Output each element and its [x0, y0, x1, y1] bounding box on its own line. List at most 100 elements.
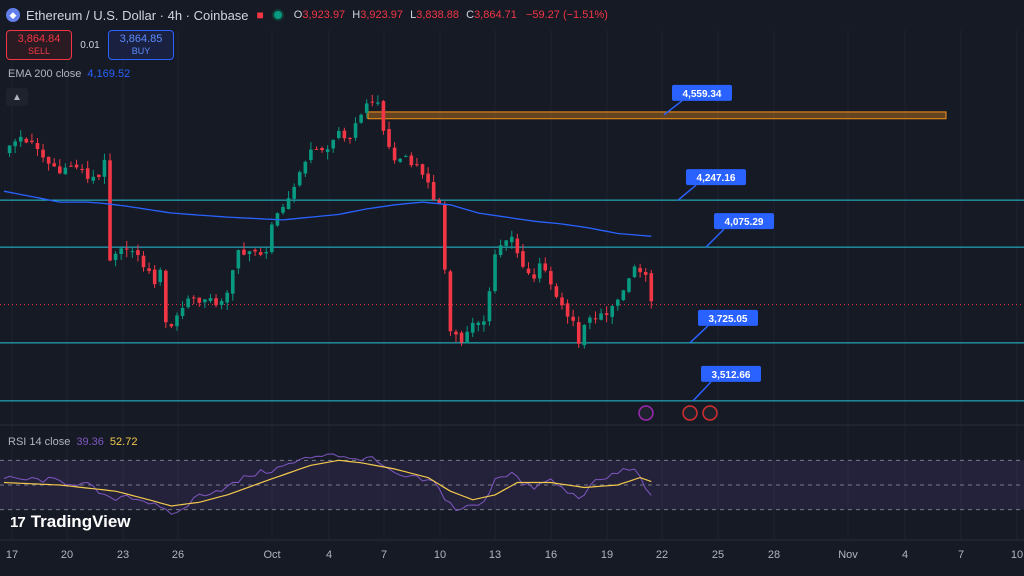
candle-body: [565, 303, 570, 317]
dividend-icon[interactable]: [638, 405, 654, 421]
candle-body: [7, 145, 12, 153]
level-pointer: [692, 381, 712, 402]
rsi-legend[interactable]: RSI 14 close 39.36 52.72: [8, 436, 137, 448]
candle-body: [303, 161, 308, 174]
trade-panel: 3,864.84 SELL 0.01 3,864.85 BUY: [6, 30, 174, 60]
symbol-title[interactable]: Ethereum / U.S. Dollar · 4h · Coinbase: [26, 7, 249, 23]
candle-body: [180, 307, 185, 316]
candle-body: [331, 139, 336, 149]
candle-body: [297, 172, 302, 186]
rsi-ma-line: [3, 459, 652, 507]
candle-body: [225, 292, 229, 303]
x-axis-tick-label: 7: [958, 549, 964, 561]
candle-body: [526, 268, 531, 274]
candle-body: [465, 331, 469, 343]
candle-body: [576, 322, 581, 344]
candle-body: [392, 147, 397, 161]
candle-body: [102, 159, 107, 177]
collapse-legend-icon[interactable]: ▲: [6, 88, 28, 106]
sell-label: SELL: [27, 46, 51, 56]
candle-body: [426, 173, 430, 183]
rsi-ma-legend-value: 52.72: [109, 436, 138, 448]
rsi-legend-label: RSI 14 close: [8, 436, 71, 448]
candle-body: [415, 164, 419, 166]
buy-price: 3,864.85: [119, 33, 163, 45]
open-value: 3,923.97: [302, 9, 346, 21]
alert-icon[interactable]: ■: [256, 8, 264, 22]
candle-body: [448, 271, 453, 332]
x-axis-tick-label: 25: [712, 549, 724, 561]
candle-body: [18, 136, 23, 142]
x-axis-tick-label: 17: [6, 549, 18, 561]
candle-body: [493, 254, 497, 292]
candle-body: [136, 250, 140, 256]
candle-body: [85, 168, 90, 179]
ema200-line: [3, 190, 652, 237]
candle-body: [604, 313, 609, 315]
candle-body: [482, 321, 486, 325]
candle-body: [58, 166, 62, 174]
sell-button[interactable]: 3,864.84 SELL: [6, 30, 72, 60]
candle-body: [409, 155, 414, 166]
candle-body: [124, 248, 129, 250]
level-pointer: [705, 228, 725, 248]
candle-body: [593, 318, 598, 320]
candle-body: [41, 149, 45, 158]
candle-body: [337, 130, 341, 138]
x-axis-tick-label: Oct: [263, 549, 280, 561]
x-axis-tick-label: Nov: [838, 549, 858, 561]
candle-body: [532, 274, 536, 279]
candle-body: [599, 313, 603, 320]
candle-body: [649, 273, 654, 302]
candle-body: [437, 200, 442, 204]
candle-body: [242, 249, 246, 255]
x-axis-tick-label: 28: [768, 549, 780, 561]
us-flag-icon[interactable]: [702, 405, 718, 421]
candle-body: [164, 270, 168, 323]
x-axis-tick-label: 20: [61, 549, 73, 561]
sell-price: 3,864.84: [17, 33, 61, 45]
high-value: 3,923.97: [360, 9, 404, 21]
candle-body: [24, 138, 29, 143]
candle-body: [621, 290, 626, 301]
tradingview-logo[interactable]: 17 TradingView: [10, 512, 131, 532]
candle-body: [63, 167, 68, 175]
candle-body: [35, 142, 40, 150]
buy-button[interactable]: 3,864.85 BUY: [108, 30, 174, 60]
resistance-zone: [367, 111, 947, 120]
candle-body: [253, 249, 257, 252]
candle-body: [403, 155, 408, 157]
candle-body: [549, 271, 553, 285]
level-label: 3,725.05: [709, 314, 748, 325]
candle-body: [348, 138, 352, 140]
candle-body: [158, 269, 163, 283]
tradingview-logo-icon: 17: [10, 513, 26, 531]
market-status-icon[interactable]: [273, 11, 282, 19]
ema-legend-label: EMA 200 close: [8, 68, 82, 80]
candle-body: [270, 224, 274, 253]
candle-body: [616, 299, 620, 306]
candle-body: [431, 182, 436, 200]
candle-body: [521, 251, 525, 267]
ema-legend[interactable]: EMA 200 close 4,169.52: [8, 68, 130, 80]
level-label-box: [714, 213, 774, 230]
x-axis-tick-label: 16: [545, 549, 557, 561]
candle-body: [197, 297, 202, 303]
level-label-box: [698, 309, 758, 326]
candle-body: [281, 206, 285, 213]
us-flag-icon[interactable]: [682, 405, 698, 421]
candle-body: [364, 103, 369, 113]
low-value: 3,838.88: [416, 9, 460, 21]
level-pointer: [663, 100, 683, 116]
candle-body: [320, 148, 324, 151]
candle-body: [258, 252, 263, 255]
candle-body: [191, 297, 196, 299]
ethereum-icon[interactable]: ◆: [6, 8, 20, 22]
level-label: 3,512.66: [712, 370, 751, 381]
candle-body: [52, 163, 57, 167]
candle-body: [537, 263, 542, 279]
candle-body: [97, 174, 101, 177]
ohlc-readout: O3,923.97 H3,923.97 L3,838.88 C3,864.71 …: [293, 9, 608, 21]
candle-body: [152, 269, 157, 285]
